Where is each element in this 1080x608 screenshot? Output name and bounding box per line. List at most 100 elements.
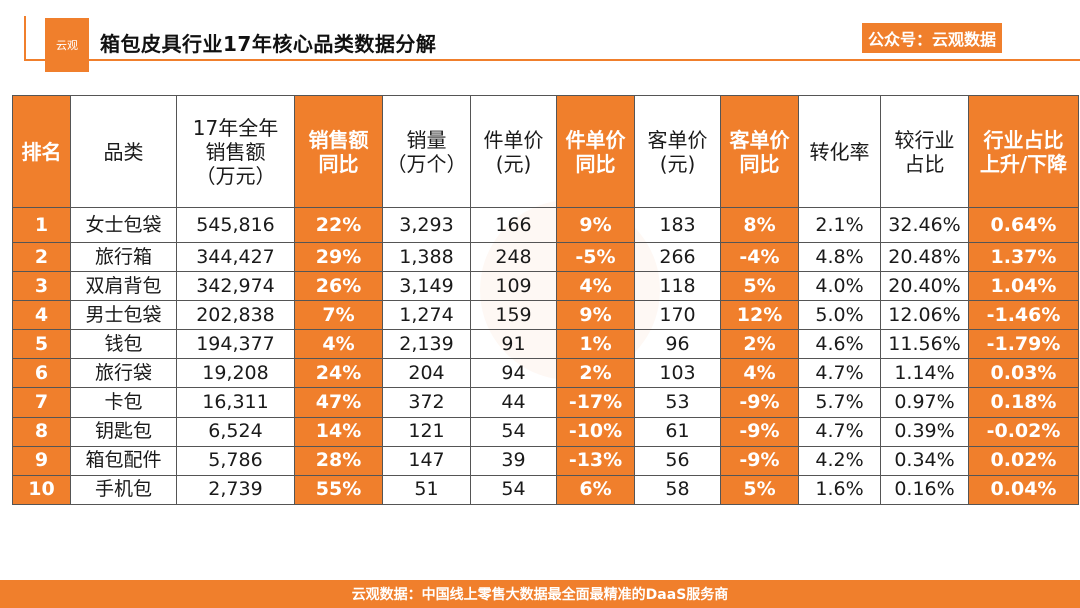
table-cell: 183 [634, 207, 721, 243]
table-cell: 4.0% [798, 271, 881, 302]
table-cell: 47% [294, 387, 383, 418]
table-cell: 372 [382, 387, 471, 418]
table-cell: 5 [12, 329, 71, 360]
table-row: 3 双肩背包 342,974 26% 3,149 109 4% 118 5% 4.0% 20.40%… [12, 271, 1079, 302]
table-cell: 109 [470, 271, 557, 302]
table-header-row: 排名 品类 17年全年 销售额 （万元） 销售额 同比 销量 （万个） 件单价 (元) 件单价 同比 客单… [12, 95, 1079, 208]
column-header-1: 品类 [70, 95, 177, 208]
column-header-0: 排名 [12, 95, 71, 208]
table-cell: 0.39% [880, 416, 969, 447]
table-cell: 56 [634, 445, 721, 476]
table-cell: 3,149 [382, 271, 471, 302]
table-cell: 5% [720, 271, 799, 302]
table-cell: 170 [634, 300, 721, 331]
data-table-wrapper: 排名 品类 17年全年 销售额 （万元） 销售额 同比 销量 （万个） 件单价 (元) 件单价 同比 客单… [12, 95, 1079, 505]
footer-banner: 云观数据：中国线上零售大数据最全面最精准的DaaS服务商 [0, 580, 1080, 608]
table-row: 7 卡包 16,311 47% 372 44 -17% 53 -9% 5.7% 0.97% 0.18% [12, 387, 1079, 418]
account-badge: 公众号：云观数据 [861, 23, 1002, 53]
table-cell: -10% [556, 416, 635, 447]
table-cell: 6,524 [176, 416, 295, 447]
table-cell: 4.7% [798, 416, 881, 447]
table-cell: 8% [720, 207, 799, 243]
table-cell: -9% [720, 387, 799, 418]
table-cell: 6% [556, 474, 635, 505]
column-header-11: 行业占比 上升/下降 [968, 95, 1079, 208]
table-cell: 103 [634, 358, 721, 389]
table-cell: 9% [556, 300, 635, 331]
table-cell: 箱包配件 [70, 445, 177, 476]
table-cell: 4% [556, 271, 635, 302]
table-cell: 1.04% [968, 271, 1079, 302]
table-cell: 194,377 [176, 329, 295, 360]
table-cell: 19,208 [176, 358, 295, 389]
table-cell: 2 [12, 241, 71, 273]
table-cell: 20.48% [880, 241, 969, 273]
table-cell: 手机包 [70, 474, 177, 505]
table-row: 8 钥匙包 6,524 14% 121 54 -10% 61 -9% 4.7% 0.39% -0.02… [12, 416, 1079, 447]
table-cell: 旅行袋 [70, 358, 177, 389]
table-cell: 男士包袋 [70, 300, 177, 331]
table-cell: 2,139 [382, 329, 471, 360]
header-divider [24, 59, 1080, 61]
table-cell: 10 [12, 474, 71, 505]
table-cell: 3,293 [382, 207, 471, 243]
table-cell: 4% [294, 329, 383, 360]
table-cell: 0.18% [968, 387, 1079, 418]
table-cell: 12% [720, 300, 799, 331]
table-cell: 7 [12, 387, 71, 418]
table-cell: 0.97% [880, 387, 969, 418]
table-cell: 2.1% [798, 207, 881, 243]
table-cell: 1.37% [968, 241, 1079, 273]
table-cell: 9% [556, 207, 635, 243]
table-cell: 0.03% [968, 358, 1079, 389]
table-row: 4 男士包袋 202,838 7% 1,274 159 9% 170 12% 5.0% 12.06%… [12, 300, 1079, 331]
table-cell: 8 [12, 416, 71, 447]
table-cell: 159 [470, 300, 557, 331]
table-cell: 54 [470, 416, 557, 447]
column-header-5: 件单价 (元) [470, 95, 557, 208]
table-cell: 96 [634, 329, 721, 360]
table-cell: 342,974 [176, 271, 295, 302]
table-row: 2 旅行箱 344,427 29% 1,388 248 -5% 266 -4% 4.8% 20.48… [12, 241, 1079, 273]
table-cell: 20.40% [880, 271, 969, 302]
table-cell: 248 [470, 241, 557, 273]
table-cell: 9 [12, 445, 71, 476]
table-cell: 1,274 [382, 300, 471, 331]
table-cell: 204 [382, 358, 471, 389]
category-data-table: 排名 品类 17年全年 销售额 （万元） 销售额 同比 销量 （万个） 件单价 (元) 件单价 同比 客单… [12, 95, 1079, 505]
table-cell: 54 [470, 474, 557, 505]
table-cell: 1.14% [880, 358, 969, 389]
table-cell: -4% [720, 241, 799, 273]
column-header-9: 转化率 [798, 95, 881, 208]
table-cell: -5% [556, 241, 635, 273]
table-cell: 4 [12, 300, 71, 331]
table-cell: 55% [294, 474, 383, 505]
table-cell: 0.16% [880, 474, 969, 505]
table-cell: 4% [720, 358, 799, 389]
table-cell: 0.02% [968, 445, 1079, 476]
table-body: 1 女士包袋 545,816 22% 3,293 166 9% 183 8% 2.1% 32.46%… [12, 207, 1079, 505]
table-cell: 0.04% [968, 474, 1079, 505]
column-header-7: 客单价 (元) [634, 95, 721, 208]
table-row: 5 钱包 194,377 4% 2,139 91 1% 96 2% 4.6% 11.56% -1.79… [12, 329, 1079, 360]
table-cell: 344,427 [176, 241, 295, 273]
table-cell: -9% [720, 445, 799, 476]
table-cell: 14% [294, 416, 383, 447]
table-cell: 51 [382, 474, 471, 505]
table-cell: 5.0% [798, 300, 881, 331]
column-header-8: 客单价 同比 [720, 95, 799, 208]
table-cell: 58 [634, 474, 721, 505]
table-cell: 94 [470, 358, 557, 389]
table-cell: 1 [12, 207, 71, 243]
table-cell: 2% [556, 358, 635, 389]
column-header-2: 17年全年 销售额 （万元） [176, 95, 295, 208]
table-cell: 旅行箱 [70, 241, 177, 273]
table-cell: 7% [294, 300, 383, 331]
logo: 云观 [45, 18, 89, 72]
table-cell: 16,311 [176, 387, 295, 418]
table-cell: 12.06% [880, 300, 969, 331]
page-title: 箱包皮具行业17年核心品类数据分解 [100, 32, 437, 56]
table-cell: 4.8% [798, 241, 881, 273]
table-cell: 32.46% [880, 207, 969, 243]
table-cell: 2% [720, 329, 799, 360]
